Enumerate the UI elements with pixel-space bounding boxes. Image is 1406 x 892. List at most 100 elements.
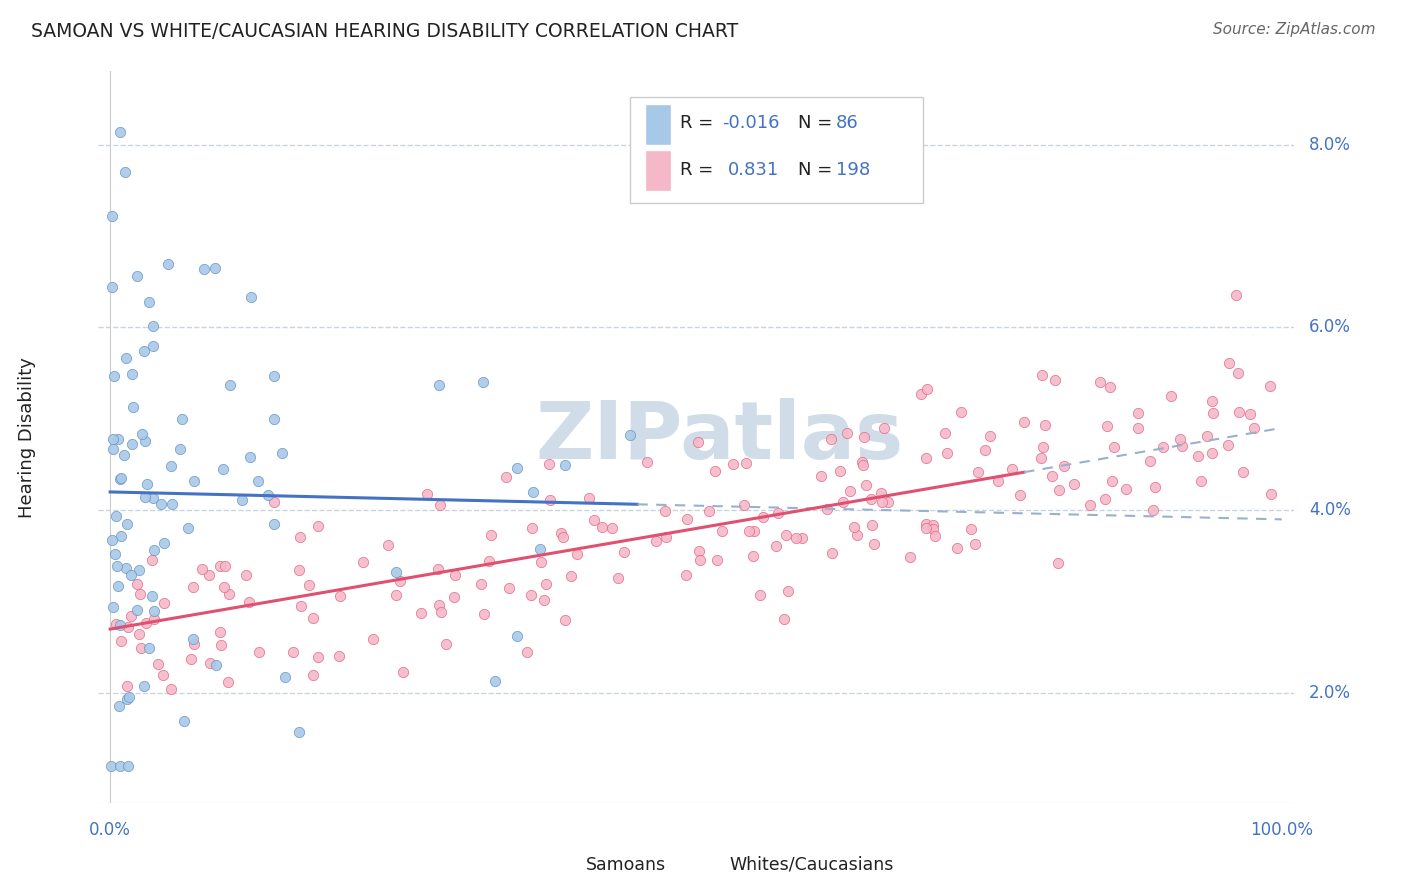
Point [307, 519, 329, 533]
Point [1216, 437, 1239, 451]
Point [385, 566, 408, 580]
Point [328, 589, 350, 603]
Point [1031, 440, 1053, 454]
Point [427, 378, 450, 392]
Point [613, 545, 636, 559]
Point [686, 435, 709, 450]
Point [287, 562, 309, 576]
Point [721, 457, 744, 471]
Point [1168, 432, 1191, 446]
Point [302, 667, 325, 681]
Text: 2.0%: 2.0% [1309, 684, 1351, 702]
Point [389, 574, 412, 588]
Text: 6.0%: 6.0% [1309, 318, 1351, 336]
Text: 100.0%: 100.0% [1250, 822, 1313, 839]
Point [522, 484, 544, 499]
Point [689, 553, 711, 567]
Point [101, 279, 124, 293]
Point [1047, 483, 1070, 498]
Point [160, 497, 183, 511]
Point [121, 437, 143, 451]
Point [209, 624, 232, 639]
Point [551, 530, 574, 544]
Point [218, 587, 240, 601]
Point [103, 442, 125, 456]
Point [443, 591, 465, 605]
Point [416, 487, 439, 501]
Point [495, 470, 517, 484]
Point [1094, 492, 1116, 507]
Point [1189, 475, 1212, 489]
Point [108, 472, 131, 486]
Point [1102, 440, 1125, 454]
Point [582, 513, 605, 527]
Point [290, 599, 312, 614]
Point [263, 495, 285, 509]
Point [1139, 453, 1161, 467]
Point [516, 645, 538, 659]
Point [122, 400, 145, 414]
Point [742, 524, 765, 538]
Point [288, 724, 311, 739]
Text: 86: 86 [835, 114, 859, 132]
Point [591, 520, 613, 534]
Point [688, 544, 710, 558]
Point [209, 638, 232, 652]
Point [851, 455, 873, 469]
Point [153, 536, 176, 550]
Point [132, 344, 155, 359]
Point [115, 679, 138, 693]
Point [1078, 498, 1101, 512]
Point [377, 538, 399, 552]
Point [142, 318, 165, 333]
Point [204, 260, 226, 275]
Text: SAMOAN VS WHITE/CAUCASIAN HEARING DISABILITY CORRELATION CHART: SAMOAN VS WHITE/CAUCASIAN HEARING DISABI… [31, 22, 738, 41]
Text: 4.0%: 4.0% [1309, 501, 1351, 519]
Point [1144, 480, 1167, 494]
Point [212, 580, 235, 594]
Point [1040, 469, 1063, 483]
Point [735, 456, 758, 470]
Bar [553, 846, 579, 886]
Point [815, 501, 838, 516]
Point [748, 589, 770, 603]
Point [560, 568, 582, 582]
Point [554, 613, 576, 627]
Text: ZIPatlas: ZIPatlas [536, 398, 904, 476]
Point [141, 553, 163, 567]
Point [427, 599, 450, 613]
Point [479, 528, 502, 542]
Point [1045, 372, 1067, 386]
Point [121, 367, 143, 381]
Point [1227, 404, 1250, 418]
Point [101, 533, 124, 547]
Point [1243, 420, 1265, 434]
Point [238, 595, 260, 609]
Point [107, 432, 129, 446]
Point [129, 640, 152, 655]
Point [115, 517, 138, 532]
Point [1128, 421, 1150, 435]
Text: R =: R = [681, 161, 720, 179]
Point [987, 474, 1010, 488]
Point [173, 714, 195, 728]
Point [742, 549, 765, 563]
Point [963, 537, 986, 551]
Point [105, 508, 128, 523]
Point [945, 541, 967, 555]
Point [107, 580, 129, 594]
Point [138, 294, 160, 309]
Point [870, 494, 893, 508]
Point [135, 615, 157, 630]
Point [872, 420, 894, 434]
Point [128, 563, 150, 577]
Point [143, 543, 166, 558]
Point [520, 588, 543, 602]
Point [361, 632, 384, 647]
Point [214, 558, 236, 573]
Point [429, 498, 451, 512]
Point [288, 530, 311, 544]
Point [869, 486, 891, 500]
Point [738, 524, 761, 538]
Point [860, 491, 883, 506]
